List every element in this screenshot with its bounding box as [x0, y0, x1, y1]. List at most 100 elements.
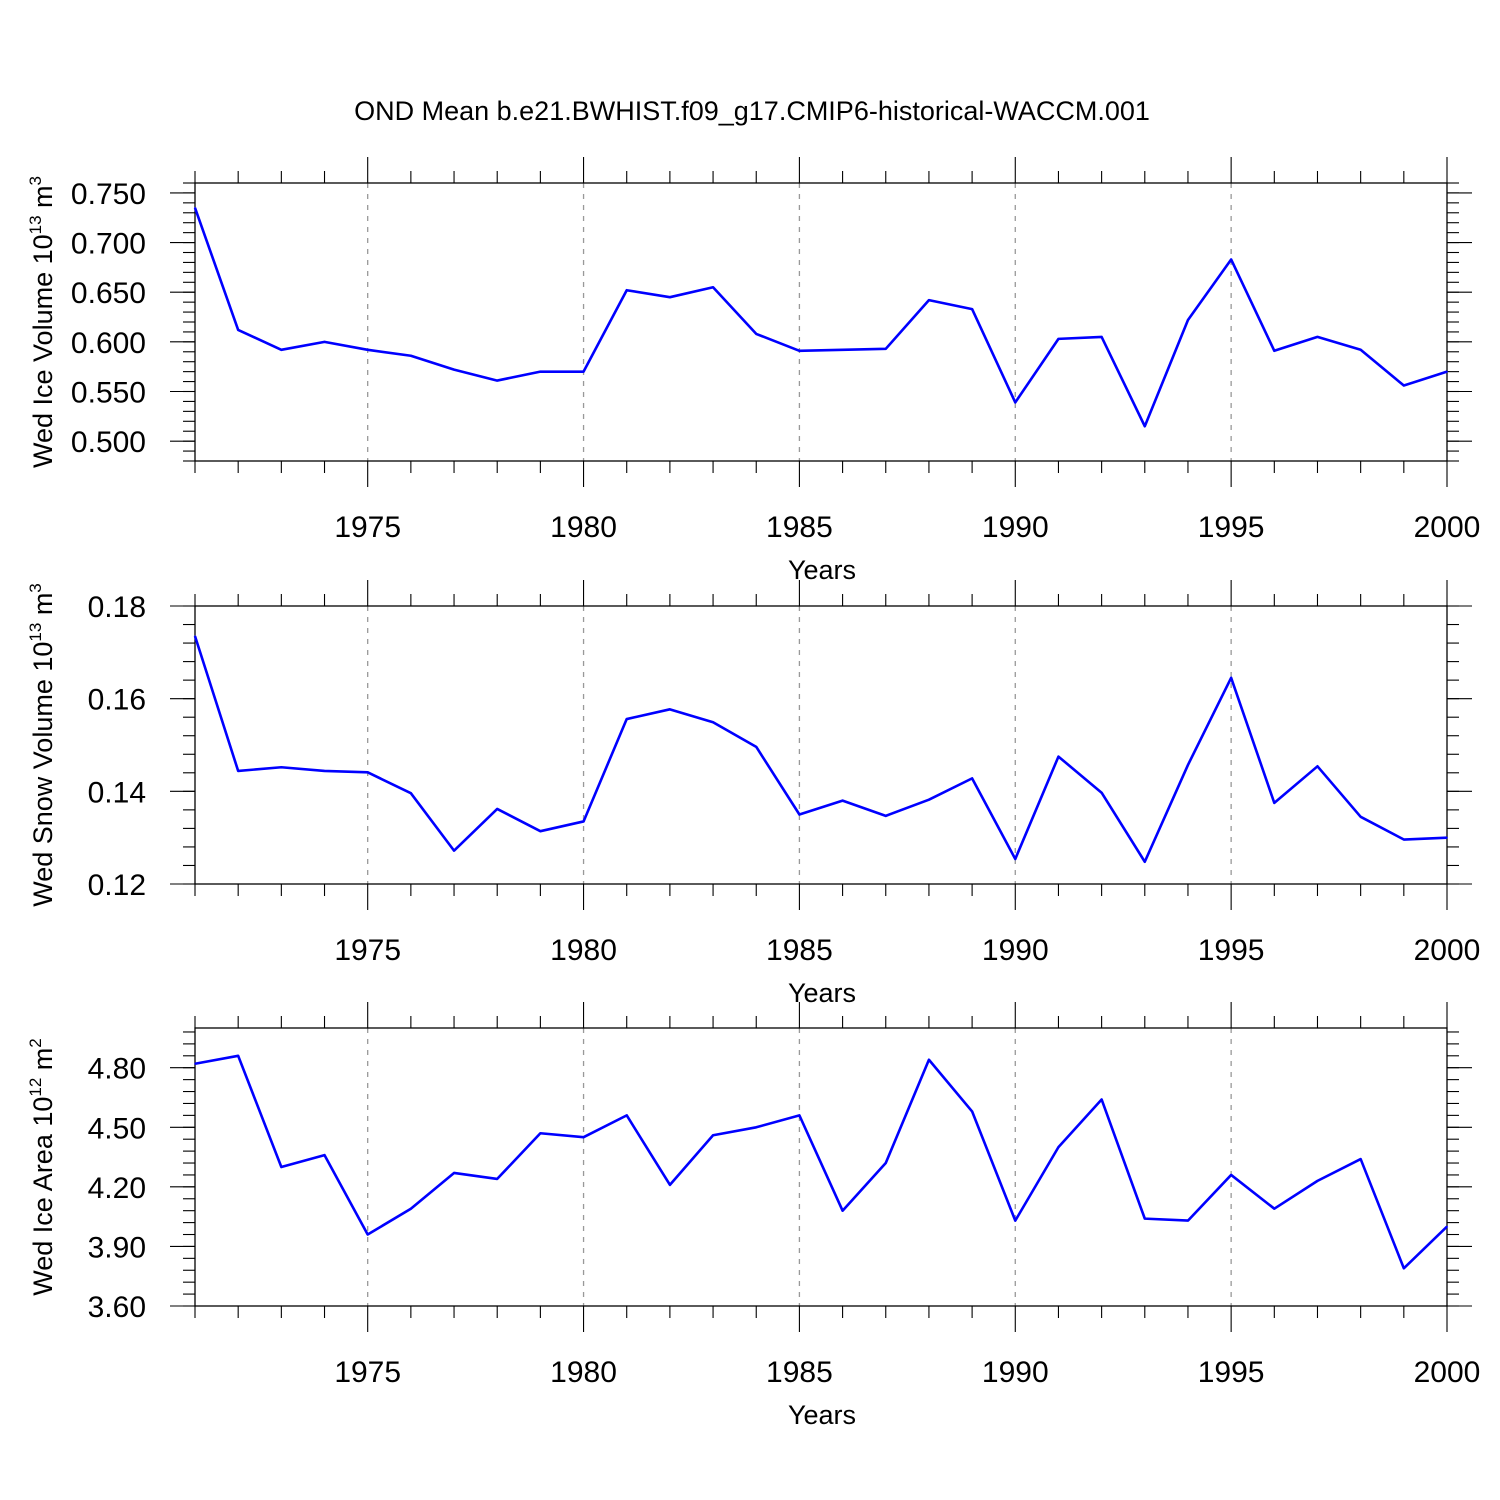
series-line [193, 207, 1448, 428]
x-tick-label: 1980 [550, 511, 617, 544]
y-axis-title-text: Wed Snow Volume 10 [28, 642, 58, 907]
data-point [410, 1207, 412, 1210]
data-point [928, 798, 930, 801]
data-point [496, 808, 499, 810]
x-tick-label: 1975 [334, 934, 401, 967]
data-point [971, 1110, 973, 1113]
data-point [1187, 1219, 1189, 1222]
data-point [410, 354, 412, 357]
data-point [1230, 677, 1232, 679]
x-tick-label: 1990 [982, 1356, 1049, 1389]
data-point [971, 308, 973, 310]
y-tick-label: 4.80 [88, 1053, 146, 1086]
data-point [323, 1154, 326, 1156]
chart-panel-snow-volume: 0.12 0.14 0.16 0.18 1975 1980 1985 1990 1995 2000… [26, 580, 1480, 1008]
y-axis-title-superscript: 2 [26, 1038, 45, 1047]
x-tick-label: 1985 [766, 511, 833, 544]
x-tick-label: 1975 [334, 1356, 401, 1389]
data-point [237, 329, 239, 331]
data-point [1230, 1174, 1232, 1176]
data-point [755, 746, 758, 748]
data-point [1014, 1219, 1017, 1222]
data-point [1359, 1158, 1362, 1160]
data-point [280, 349, 283, 351]
data-point [1014, 858, 1017, 860]
data-point [194, 635, 196, 637]
data-point [237, 1055, 239, 1057]
data-point [798, 813, 801, 816]
y-tick-label: 0.14 [88, 776, 146, 809]
data-point [971, 777, 973, 780]
x-tick-label: 2000 [1414, 934, 1481, 967]
data-point [366, 771, 369, 774]
data-point [1057, 755, 1060, 758]
y-axis-title: Wed Ice Area 1012 m2 [26, 1038, 58, 1296]
data-point [1403, 1267, 1405, 1270]
x-axis-title: Years [788, 555, 856, 585]
x-tick-label: 1995 [1198, 511, 1265, 544]
y-tick-label: 0.750 [71, 178, 146, 211]
x-tick-label: 2000 [1414, 1356, 1481, 1389]
data-point [884, 1162, 887, 1164]
data-point [625, 718, 628, 720]
x-axis-title: Years [788, 978, 856, 1008]
data-point [1273, 349, 1276, 352]
x-tick-label: 1995 [1198, 934, 1265, 967]
y-tick-label: 0.18 [88, 591, 146, 624]
data-point [841, 349, 844, 351]
y-tick-label: 0.550 [71, 377, 146, 410]
y-tick-label: 0.16 [88, 684, 146, 717]
data-point [1100, 336, 1103, 338]
data-point [669, 708, 671, 711]
chart-panel-ice-area: 3.60 3.90 4.20 4.50 4.80 1975 1980 1985 1990 1995… [26, 1002, 1480, 1430]
data-point [496, 379, 499, 382]
data-point [1359, 349, 1362, 351]
data-point [1014, 401, 1017, 404]
data-point [1143, 860, 1146, 863]
data-point [712, 721, 714, 724]
data-point [1273, 1207, 1276, 1210]
figure-title: OND Mean b.e21.BWHIST.f09_g17.CMIP6-hist… [354, 96, 1150, 126]
data-point [1187, 319, 1189, 321]
data-point [1100, 1098, 1103, 1101]
x-tick-label: 1990 [982, 511, 1049, 544]
data-point [582, 370, 585, 373]
x-tick-label: 1990 [982, 934, 1049, 967]
plot-frame [194, 1027, 1448, 1307]
data-point [798, 1114, 801, 1117]
y-tick-label: 4.50 [88, 1112, 146, 1145]
y-axis-title-text: m [28, 593, 58, 623]
x-tick-label: 2000 [1414, 511, 1481, 544]
y-axis-title-text: Wed Ice Volume 10 [28, 234, 58, 468]
data-point [625, 289, 628, 292]
x-tick-label: 1980 [550, 1356, 617, 1389]
chart-panel-ice-volume: 0.500 0.550 0.600 0.650 0.700 0.750 1975 1980 19… [26, 157, 1480, 585]
data-point [798, 349, 801, 352]
y-axis-title-superscript: 12 [26, 1078, 45, 1097]
data-point [755, 1126, 758, 1129]
y-axis-title-superscript: 3 [26, 583, 45, 592]
data-point [323, 341, 326, 343]
y-tick-label: 4.20 [88, 1172, 146, 1205]
data-point [841, 1209, 844, 1212]
x-tick-label: 1980 [550, 934, 617, 967]
series-line [194, 1054, 1448, 1270]
data-point [712, 1134, 714, 1137]
data-point [669, 296, 671, 298]
data-point [1143, 425, 1146, 428]
data-point [1143, 1217, 1146, 1220]
y-tick-label: 0.700 [71, 228, 146, 261]
data-point [453, 368, 455, 371]
data-point [928, 299, 930, 301]
data-point [194, 1062, 196, 1065]
data-point [582, 820, 585, 823]
y-axis-title: Wed Snow Volume 1013 m3 [26, 583, 58, 907]
y-axis-title-superscript: 13 [26, 623, 45, 642]
data-point [1230, 258, 1232, 261]
data-point [453, 1172, 455, 1174]
data-point [625, 1114, 628, 1117]
x-tick-label: 1985 [766, 934, 833, 967]
data-point [1316, 336, 1319, 338]
y-axis-title-text: m [28, 1048, 58, 1078]
x-axis-title: Years [788, 1400, 856, 1430]
